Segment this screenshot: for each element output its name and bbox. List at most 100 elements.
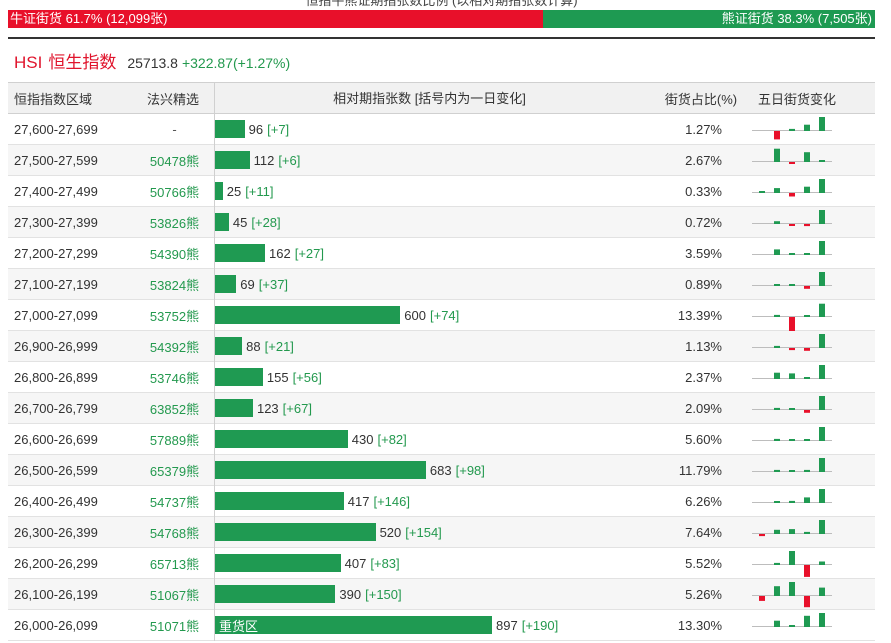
pick-link[interactable]: 53826熊: [149, 215, 200, 231]
table-row: 27,400-27,499 50766熊 25 [+11] 0.33%: [8, 175, 875, 207]
pick-link[interactable]: 65379熊: [149, 463, 200, 479]
five-day-bar: [804, 223, 810, 226]
day-change: [+83]: [370, 555, 400, 571]
five-day-bar: [774, 469, 780, 472]
five-day-bar: [774, 500, 780, 503]
five-day-cell: [722, 393, 875, 424]
count-bar: [215, 368, 263, 386]
range-cell: 26,400-26,499: [14, 493, 98, 509]
range-cell: 26,700-26,799: [14, 400, 98, 416]
share-cell: 5.60%: [685, 431, 722, 447]
five-day-bar: [804, 314, 810, 317]
share-cell: 1.13%: [685, 338, 722, 354]
day-change: [+98]: [455, 462, 485, 478]
pick-link[interactable]: 50478熊: [149, 153, 200, 169]
pick-link[interactable]: 63852熊: [149, 401, 200, 417]
count-bar: [215, 461, 426, 479]
pick-link[interactable]: 50766熊: [149, 184, 200, 200]
five-day-cell: [722, 238, 875, 269]
five-day-cell: [722, 114, 875, 145]
count-value: 25: [226, 183, 242, 199]
header-count: 相对期指张数 [括号内为一日变化]: [214, 82, 644, 114]
count-bar: [215, 585, 336, 603]
count-cell: 407 [+83]: [214, 547, 644, 579]
five-day-cell: [722, 548, 875, 579]
five-day-bar: [789, 581, 795, 596]
five-day-bar: [789, 316, 795, 331]
five-day-sparkline: [752, 209, 832, 226]
pick-link[interactable]: 54768熊: [149, 525, 200, 541]
bull-share-segment: 牛证街货 61.7% (12,099张): [8, 10, 543, 28]
five-day-sparkline: [752, 303, 832, 331]
table-row: 26,200-26,299 65713熊 407 [+83] 5.52%: [8, 547, 875, 579]
pick-link[interactable]: 53746熊: [149, 370, 200, 386]
five-day-bar: [774, 314, 780, 317]
five-day-bar: [804, 285, 810, 289]
table-row: 26,100-26,199 51067熊 390 [+150] 5.26%: [8, 578, 875, 610]
five-day-bar: [804, 252, 810, 255]
share-cell: 0.89%: [685, 276, 722, 292]
five-day-bar: [789, 469, 795, 472]
five-day-bar: [819, 395, 825, 410]
table-row: 26,900-26,999 54392熊 88 [+21] 1.13%: [8, 330, 875, 362]
five-day-sparkline: [752, 457, 832, 472]
five-day-bar: [819, 240, 825, 255]
table-row: 26,600-26,699 57889熊 430 [+82] 5.60%: [8, 423, 875, 455]
pick-link[interactable]: 57889熊: [149, 432, 200, 448]
count-bar: [215, 492, 344, 510]
five-day-bar: [759, 533, 765, 536]
range-cell: 26,200-26,299: [14, 555, 98, 571]
pick-cell: -: [135, 122, 214, 137]
count-bar: [215, 151, 250, 169]
five-day-bar: [819, 561, 825, 565]
count-bar: [215, 554, 341, 572]
five-day-bar: [804, 151, 810, 162]
share-cell: 13.30%: [677, 617, 722, 633]
header-five-day: 五日街货变化: [758, 91, 837, 107]
table-row: 27,100-27,199 53824熊 69 [+37] 0.89%: [8, 268, 875, 300]
five-day-bar: [804, 531, 810, 534]
range-cell: 27,200-27,299: [14, 245, 98, 261]
five-day-bar: [819, 519, 825, 534]
pick-link[interactable]: 54392熊: [149, 339, 200, 355]
index-code[interactable]: HSI: [14, 53, 43, 72]
count-cell: 417 [+146]: [214, 485, 644, 517]
pick-cell: 51071熊: [135, 616, 214, 635]
five-day-sparkline: [752, 240, 832, 255]
share-cell: 3.59%: [685, 245, 722, 261]
five-day-bar: [819, 271, 825, 286]
pick-link[interactable]: 54390熊: [149, 246, 200, 262]
five-day-cell: [722, 300, 875, 331]
pick-link[interactable]: 54737熊: [149, 494, 200, 510]
pick-link[interactable]: 65713熊: [149, 556, 200, 572]
table-row: 27,200-27,299 54390熊 162 [+27] 3.59%: [8, 237, 875, 269]
count-cell: 430 [+82]: [214, 423, 644, 455]
five-day-bar: [819, 457, 825, 472]
header-pick: 法兴精选: [147, 91, 200, 107]
pick-link[interactable]: 51067熊: [149, 587, 200, 603]
pick-cell: 51067熊: [135, 585, 214, 604]
day-change: [+74]: [429, 307, 460, 323]
table-row: 26,300-26,399 54768熊 520 [+154] 7.64%: [8, 516, 875, 548]
pick-link[interactable]: 53824熊: [149, 277, 200, 293]
count-cell: 112 [+6]: [214, 144, 644, 176]
range-cell: 26,600-26,699: [14, 431, 98, 447]
pick-link[interactable]: 53752熊: [149, 308, 200, 324]
range-cell: 26,100-26,199: [14, 586, 98, 602]
pick-cell: 54768熊: [135, 523, 214, 542]
count-bar: [215, 182, 223, 200]
five-day-cell: [722, 176, 875, 207]
count-value: 123: [256, 400, 279, 416]
count-cell: 162 [+27]: [214, 237, 644, 269]
index-name[interactable]: 恒生指数: [48, 53, 117, 72]
count-cell: 96 [+7]: [214, 113, 644, 145]
count-cell: 390 [+150]: [214, 578, 644, 610]
five-day-bar: [804, 595, 810, 607]
pick-link[interactable]: 51071熊: [149, 618, 200, 634]
day-change: [+27]: [294, 245, 324, 261]
cbbc-distribution-table: 恒指指数区域 法兴精选 相对期指张数 [括号内为一日变化] 街货占比(%) 五日…: [8, 82, 875, 641]
five-day-sparkline: [752, 426, 832, 441]
five-day-bar: [774, 585, 780, 596]
five-day-cell: [722, 610, 875, 641]
five-day-sparkline: [752, 364, 832, 379]
